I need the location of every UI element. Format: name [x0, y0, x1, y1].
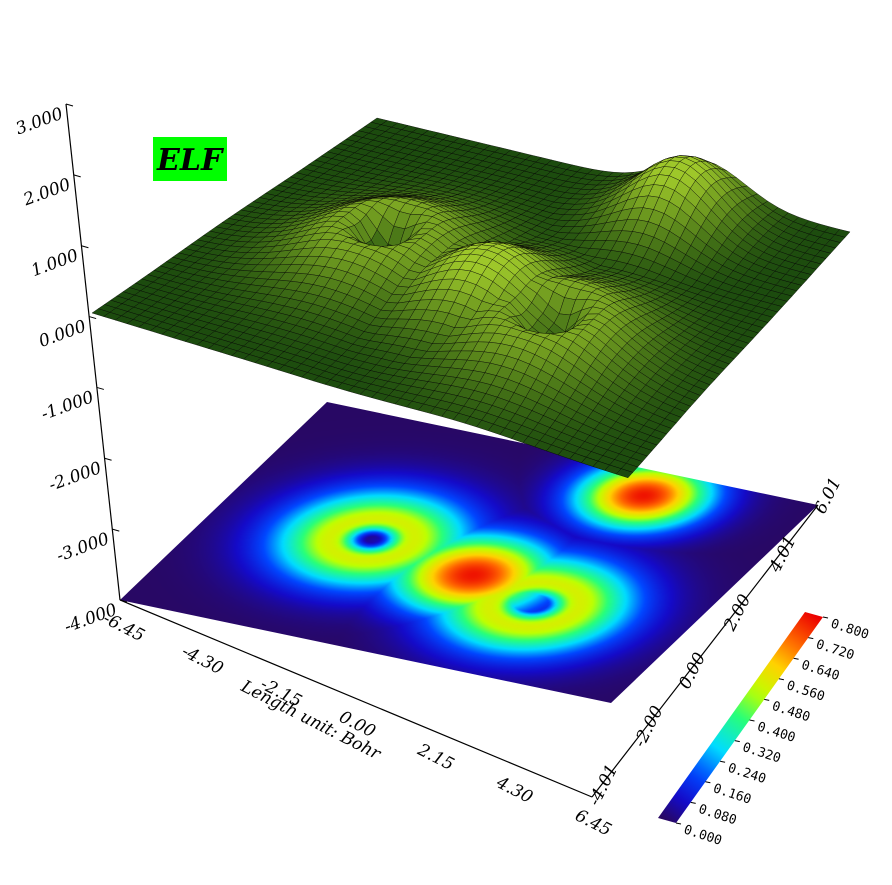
z-tick-mark — [81, 245, 89, 249]
z-tick-label: 1.000 — [29, 246, 82, 282]
z-tick-label: 0.000 — [36, 316, 89, 352]
colorbar-tick-label: 0.800 — [829, 617, 871, 643]
z-tick-mark — [119, 599, 128, 603]
colorbar-tick-mark — [720, 760, 726, 763]
surface-label-background — [153, 137, 227, 181]
colorbar-tick-mark — [749, 719, 755, 722]
colorbar-tick-label: 0.160 — [711, 781, 753, 807]
y-tick-label: 6.01 — [811, 474, 846, 517]
colorbar-tick-label: 0.320 — [741, 740, 783, 766]
z-tick-mark — [65, 103, 74, 107]
surface-facet — [615, 468, 634, 479]
z-tick-label: -3.000 — [54, 529, 112, 566]
colorbar-tick-label: 0.640 — [799, 658, 841, 684]
z-tick-label: -1.000 — [39, 387, 97, 424]
y-tick-label: -2.00 — [630, 703, 668, 751]
colorbar — [658, 612, 823, 823]
colorbar-tick-mark — [793, 657, 799, 660]
colorbar-tick-label: 0.720 — [814, 637, 856, 663]
x-tick-label: 4.30 — [492, 772, 536, 808]
z-axis-ticks: 3.0002.0001.0000.000-1.000-2.000-3.000-4… — [13, 103, 128, 637]
surface-label-text: ELF — [156, 143, 225, 178]
y-tick-label: 2.00 — [720, 591, 756, 635]
x-tick-label: 2.15 — [414, 740, 458, 775]
z-tick-mark — [112, 528, 120, 532]
colorbar-gradient — [658, 612, 823, 823]
colorbar-tick-label: 0.080 — [696, 802, 738, 828]
colorbar-tick-mark — [808, 637, 814, 640]
colorbar-tick-mark — [690, 801, 696, 804]
colorbar-tick-label: 0.000 — [682, 823, 724, 849]
colorbar-tick-mark — [675, 822, 682, 825]
surface-label: ELF — [153, 137, 227, 181]
colorbar-tick-mark — [822, 616, 829, 619]
axes — [65, 103, 819, 798]
z-tick-mark — [104, 457, 112, 461]
colorbar-tick-mark — [764, 698, 770, 701]
z-axis-line — [65, 103, 121, 601]
z-tick-label: 2.000 — [20, 175, 74, 211]
contour-plane — [119, 402, 818, 703]
y-axis-line — [591, 504, 819, 798]
z-tick-label: -2.000 — [46, 458, 104, 495]
x-axis-line — [119, 599, 593, 798]
elf-surface — [91, 117, 851, 479]
colorbar-tick-mark — [734, 740, 740, 743]
z-tick-mark — [89, 316, 97, 320]
z-tick-mark — [73, 174, 81, 178]
x-tick-label: -6.45 — [100, 609, 148, 647]
z-tick-mark — [96, 386, 104, 390]
y-tick-label: -4.01 — [585, 761, 623, 809]
colorbar-tick-mark — [778, 678, 784, 681]
z-tick-label: 3.000 — [13, 104, 66, 140]
colorbar-tick-label: 0.480 — [770, 699, 812, 725]
x-tick-label: -4.30 — [178, 641, 226, 679]
colorbar-tick-label: 0.240 — [726, 761, 768, 787]
colorbar-tick-label: 0.560 — [785, 678, 827, 704]
x-tick-label: 6.45 — [572, 806, 615, 841]
colorbar-tick-mark — [705, 781, 711, 784]
y-tick-label: 0.00 — [675, 649, 710, 692]
colorbar-tick-label: 0.400 — [755, 720, 797, 746]
contour-heatmap-image — [119, 402, 818, 703]
